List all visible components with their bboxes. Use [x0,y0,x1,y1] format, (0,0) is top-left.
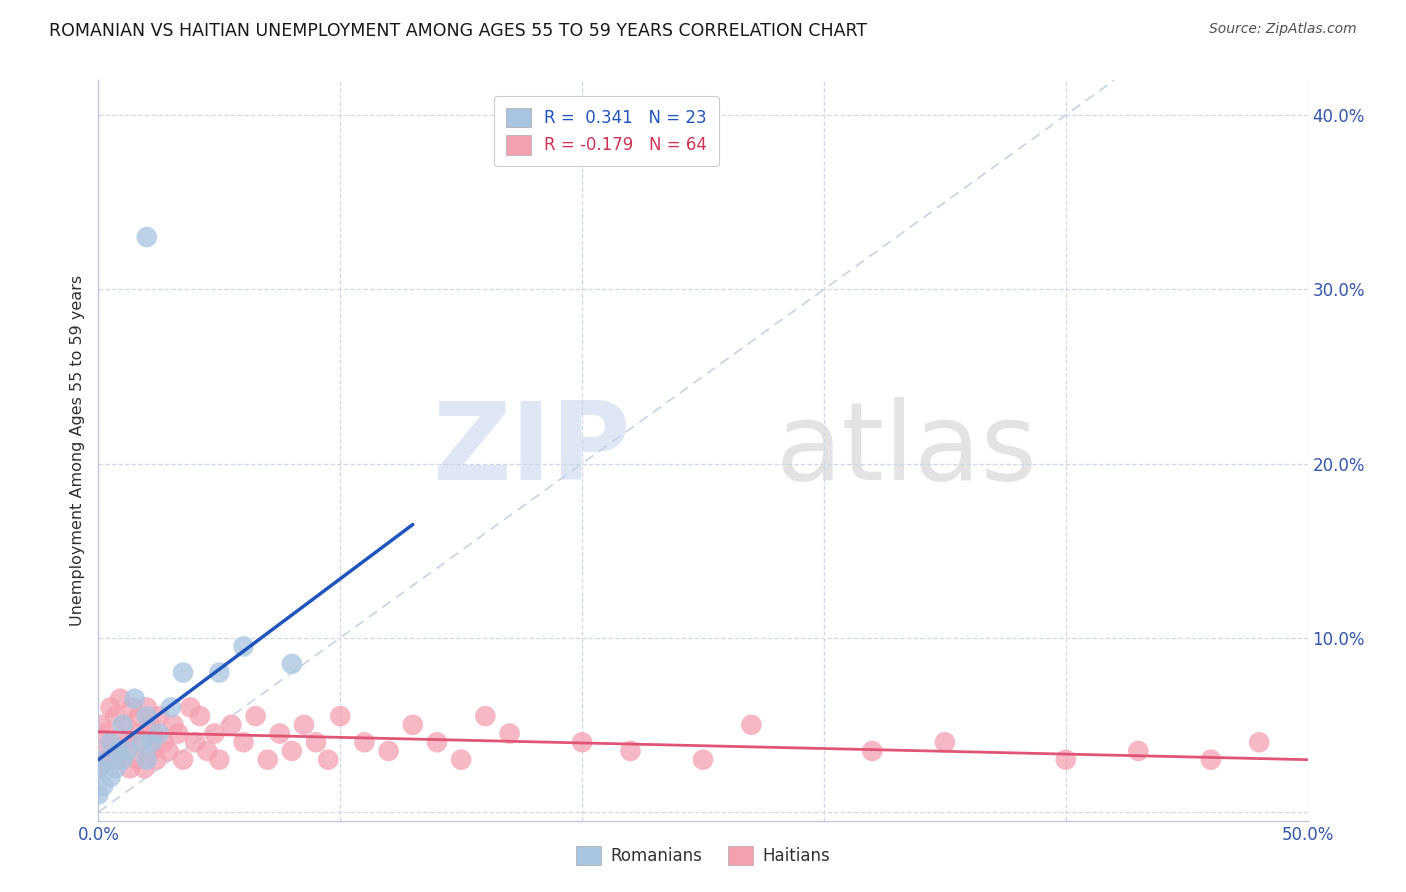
Point [111,718,134,732]
Point [188,709,211,723]
Point [232,735,254,749]
Text: Source: ZipAtlas.com: Source: ZipAtlas.com [1209,22,1357,37]
Point [1249,735,1271,749]
Point [108,691,131,706]
Point [87,761,110,775]
Point [172,753,194,767]
Point [184,735,207,749]
Point [208,753,231,767]
Point [94,753,117,767]
Point [353,735,375,749]
Point [101,735,124,749]
Point [134,761,156,775]
Point [157,744,180,758]
Point [402,718,425,732]
Point [141,735,163,749]
Point [160,700,183,714]
Point [121,700,143,714]
Point [94,726,117,740]
Point [141,744,163,758]
Point [87,788,110,802]
Point [329,709,352,723]
Point [179,700,201,714]
Point [107,753,129,767]
Point [91,779,114,793]
Point [292,718,315,732]
Point [1128,744,1150,758]
Point [111,744,134,758]
Point [124,691,146,706]
Point [138,718,160,732]
Point [104,709,127,723]
Point [740,718,762,732]
Point [124,726,146,740]
Point [256,753,278,767]
Point [860,744,883,758]
Point [135,230,157,244]
Point [208,665,231,680]
Point [131,735,153,749]
Point [692,753,714,767]
Point [87,761,110,775]
Point [148,709,170,723]
Point [195,744,218,758]
Point [148,726,170,740]
Point [232,640,254,654]
Point [128,709,150,723]
Point [305,735,328,749]
Point [145,753,167,767]
Point [100,735,122,749]
Point [117,735,139,749]
Point [100,770,122,784]
Point [97,753,120,767]
Point [135,709,157,723]
Point [117,744,139,758]
Point [91,744,114,758]
Point [619,744,641,758]
Point [107,744,129,758]
Point [377,744,399,758]
Point [127,753,149,767]
Point [245,709,267,723]
Point [269,726,291,740]
Point [172,665,194,680]
Point [450,753,472,767]
Point [131,735,153,749]
Point [118,761,141,775]
Legend: Romanians, Haitians: Romanians, Haitians [569,839,837,871]
Point [281,657,304,671]
Point [135,753,157,767]
Text: ROMANIAN VS HAITIAN UNEMPLOYMENT AMONG AGES 55 TO 59 YEARS CORRELATION CHART: ROMANIAN VS HAITIAN UNEMPLOYMENT AMONG A… [49,22,868,40]
Point [426,735,449,749]
Point [1199,753,1222,767]
Point [221,718,243,732]
Point [135,700,157,714]
Point [90,718,112,732]
Point [114,718,136,732]
Point [474,709,496,723]
Point [281,744,304,758]
Text: ZIP: ZIP [432,398,630,503]
Point [1054,753,1077,767]
Point [143,726,166,740]
Point [111,753,134,767]
Point [100,700,122,714]
Point [104,761,127,775]
Point [571,735,593,749]
Point [934,735,956,749]
Text: atlas: atlas [776,398,1038,503]
Y-axis label: Unemployment Among Ages 55 to 59 years: Unemployment Among Ages 55 to 59 years [69,275,84,626]
Point [167,726,190,740]
Point [316,753,339,767]
Point [162,718,184,732]
Point [498,726,520,740]
Point [152,735,174,749]
Point [204,726,226,740]
